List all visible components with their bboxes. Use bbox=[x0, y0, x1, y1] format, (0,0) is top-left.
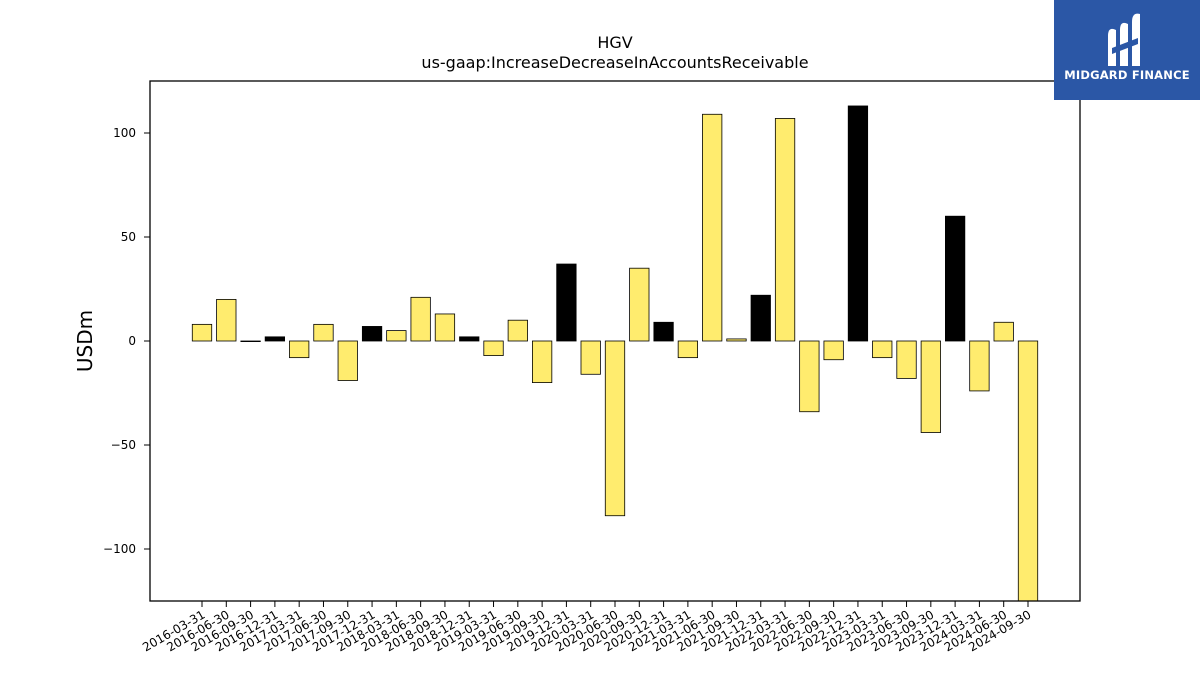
bar-2023-03-31 bbox=[872, 340, 893, 359]
bar-2019-09-30 bbox=[532, 340, 553, 383]
bar-2020-03-31 bbox=[580, 340, 601, 375]
bar-2019-03-31 bbox=[483, 340, 504, 356]
bar-2021-09-30 bbox=[726, 338, 747, 342]
bar-2022-03-31 bbox=[774, 118, 796, 342]
x-axis-ticks: 2016-03-312016-06-302016-09-302016-12-31… bbox=[140, 601, 1034, 654]
bar-2024-03-31 bbox=[969, 340, 990, 392]
y-tick-label: 50 bbox=[121, 230, 136, 244]
bar-2022-12-31 bbox=[847, 105, 869, 342]
bar-2017-06-30 bbox=[313, 323, 334, 342]
bar-2023-06-30 bbox=[896, 340, 917, 379]
chart-subtitle: us-gaap:IncreaseDecreaseInAccountsReceiv… bbox=[421, 53, 808, 72]
y-tick-label: 0 bbox=[128, 334, 136, 348]
plot-frame bbox=[149, 80, 1081, 602]
bar-2018-09-30 bbox=[434, 313, 456, 342]
bar-2024-09-30 bbox=[1017, 340, 1039, 602]
bar-2017-03-31 bbox=[289, 340, 310, 359]
bar-2018-03-31 bbox=[386, 330, 407, 342]
bar-2017-12-31 bbox=[361, 326, 383, 342]
bar-2019-12-31 bbox=[556, 263, 577, 342]
bar-2023-09-30 bbox=[920, 340, 941, 433]
bar-2024-06-30 bbox=[993, 321, 1014, 342]
bars-group bbox=[191, 105, 1039, 602]
bar-2019-06-30 bbox=[507, 319, 528, 342]
bar-2022-06-30 bbox=[799, 340, 820, 413]
bar-2016-03-31 bbox=[191, 323, 213, 342]
brand-name: MIDGARD FINANCE bbox=[1064, 68, 1190, 82]
chart-title: HGV bbox=[597, 33, 632, 52]
bar-2022-09-30 bbox=[823, 340, 844, 361]
bar-2021-06-30 bbox=[702, 113, 723, 342]
bar-2018-06-30 bbox=[410, 296, 431, 342]
y-axis-label: USDm bbox=[73, 310, 97, 372]
y-tick-label: 100 bbox=[113, 126, 136, 140]
bar-2016-09-30 bbox=[240, 340, 261, 343]
bar-2021-03-31 bbox=[677, 340, 699, 359]
bar-2020-09-30 bbox=[629, 267, 650, 342]
y-tick-label: −50 bbox=[111, 438, 136, 452]
midgard-logo: MIDGARD FINANCE bbox=[1054, 0, 1200, 100]
y-tick-label: −100 bbox=[103, 542, 136, 556]
bar-2023-12-31 bbox=[945, 215, 966, 342]
bar-2020-06-30 bbox=[604, 340, 626, 517]
y-axis-ticks: −100 −50 0 50 100 bbox=[103, 126, 150, 556]
bar-2021-12-31 bbox=[750, 294, 771, 342]
bar-2018-12-31 bbox=[459, 336, 480, 342]
bar-2016-06-30 bbox=[216, 298, 237, 342]
midgard-logo-icon bbox=[1108, 13, 1140, 66]
bar-2016-12-31 bbox=[264, 336, 285, 342]
bar-2020-12-31 bbox=[653, 321, 674, 342]
bar-2017-09-30 bbox=[337, 340, 358, 381]
